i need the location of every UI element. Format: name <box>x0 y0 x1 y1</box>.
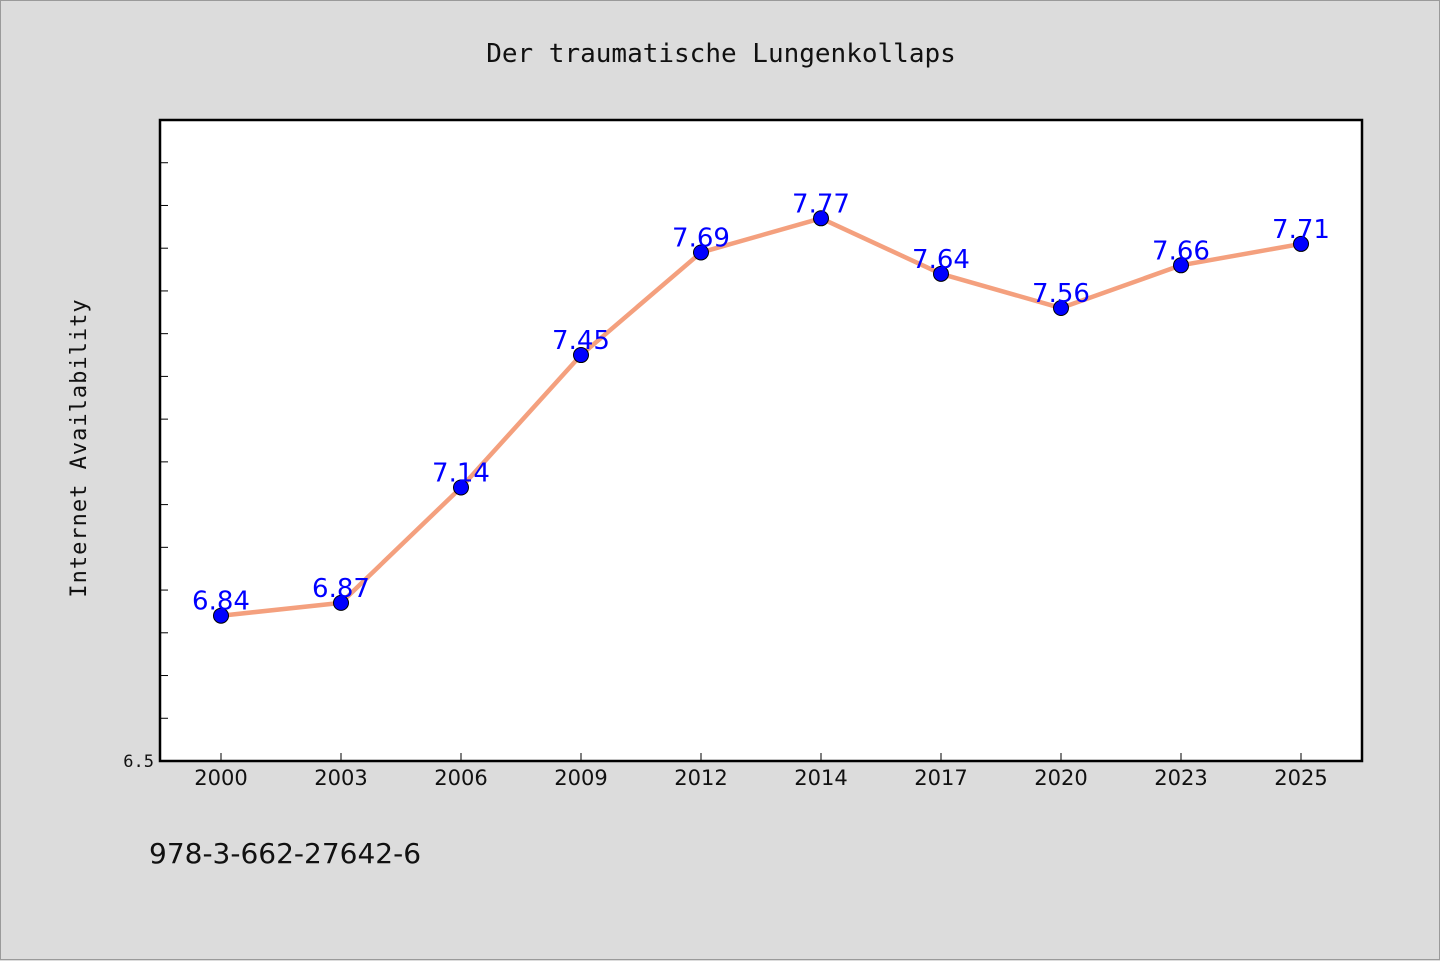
data-point <box>573 347 589 364</box>
data-label: 7.56 <box>1032 279 1090 309</box>
markers <box>213 210 1309 624</box>
data-point <box>453 479 469 496</box>
x-tick-label: 2014 <box>794 766 847 790</box>
data-point <box>693 244 709 261</box>
data-label: 6.84 <box>192 587 250 617</box>
x-tick-label: 2012 <box>674 766 727 790</box>
x-tick-label: 2023 <box>1154 766 1207 790</box>
data-point <box>1173 257 1189 274</box>
plot-area <box>158 118 1364 763</box>
x-tick-label: 2006 <box>434 766 487 790</box>
data-label: 7.14 <box>432 459 490 489</box>
chart-title: Der traumatische Lungenkollaps <box>486 39 956 69</box>
data-point <box>1053 300 1069 317</box>
x-tick-label: 2003 <box>314 766 367 790</box>
x-tick-label: 2017 <box>914 766 967 790</box>
data-point <box>333 594 349 611</box>
data-point <box>213 607 229 624</box>
x-tick-label: 2000 <box>194 766 247 790</box>
data-point <box>1293 235 1309 252</box>
data-point <box>813 210 829 227</box>
data-label: 6.87 <box>312 574 370 604</box>
data-labels: 6.84 6.87 7.14 7.45 7.69 7.77 7.64 7.56 7.66 7.71 <box>192 189 1330 616</box>
data-label: 7.66 <box>1152 236 1210 266</box>
data-point <box>933 265 949 282</box>
x-ticks: 2000 2003 2006 2009 2012 2014 2017 2020 2023 2025 <box>194 753 1328 790</box>
series-lines <box>220 216 1302 618</box>
isbn-text: 978-3-662-27642-6 <box>149 837 421 870</box>
data-label: 7.45 <box>552 326 610 356</box>
data-label: 7.77 <box>792 189 850 219</box>
y-axis-label: Internet Availability <box>67 298 92 597</box>
data-label: 7.69 <box>672 223 730 253</box>
y-ticks: 6.5 <box>123 162 168 772</box>
y-tick-label: 6.5 <box>123 752 154 772</box>
x-tick-label: 2009 <box>554 766 607 790</box>
x-tick-label: 2020 <box>1034 766 1087 790</box>
series-line <box>220 216 1302 618</box>
x-tick-label: 2025 <box>1274 766 1327 790</box>
data-label: 7.64 <box>912 245 970 275</box>
data-label: 7.71 <box>1272 215 1330 245</box>
